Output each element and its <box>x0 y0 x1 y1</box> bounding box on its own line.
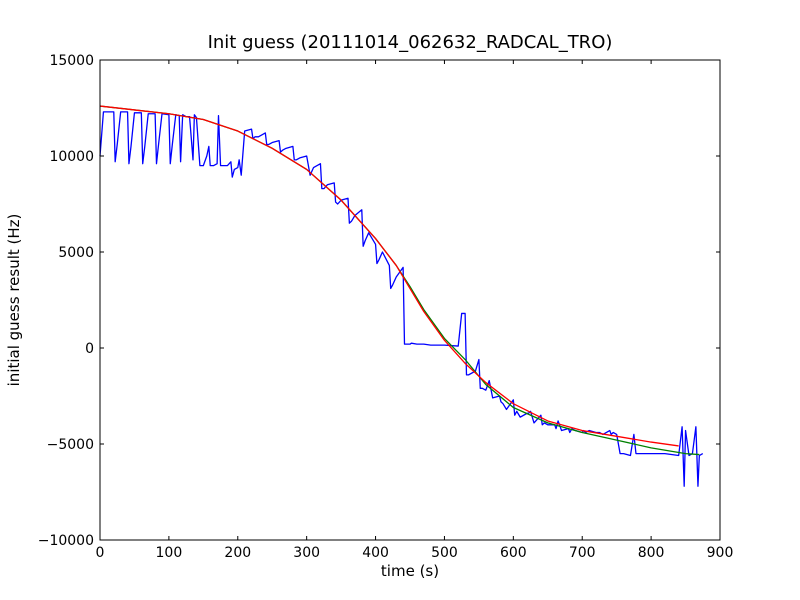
y-axis-label: initial guess result (Hz) <box>5 214 23 387</box>
series-line-0 <box>99 111 704 487</box>
x-tick-label: 100 <box>156 545 183 561</box>
y-tick-label: 15000 <box>49 53 94 69</box>
x-tick-label: 700 <box>569 545 596 561</box>
y-tick-label: −5000 <box>47 437 94 453</box>
x-tick-label: 400 <box>362 545 389 561</box>
y-tick-label: 5000 <box>58 245 94 261</box>
y-tick-label: −10000 <box>38 533 94 549</box>
plot-area <box>100 60 720 540</box>
y-axis: 15000 10000 5000 0 −5000 −10000 <box>38 53 720 549</box>
series-layer <box>99 105 704 487</box>
x-tick-label: 800 <box>638 545 665 561</box>
x-axis-label: time (s) <box>381 562 439 580</box>
x-tick-label: 200 <box>224 545 251 561</box>
y-tick-label: 10000 <box>49 149 94 165</box>
series-line-2 <box>99 105 679 447</box>
x-tick-label: 0 <box>96 545 105 561</box>
y-tick-label: 0 <box>85 341 94 357</box>
x-tick-label: 300 <box>293 545 320 561</box>
x-tick-label: 500 <box>431 545 458 561</box>
chart-title: Init guess (20111014_062632_RADCAL_TRO) <box>208 32 613 53</box>
x-tick-label: 900 <box>707 545 734 561</box>
x-axis: 0 100 200 300 400 500 600 700 800 900 <box>96 60 734 561</box>
plot-frame <box>99 59 721 541</box>
x-tick-label: 600 <box>500 545 527 561</box>
